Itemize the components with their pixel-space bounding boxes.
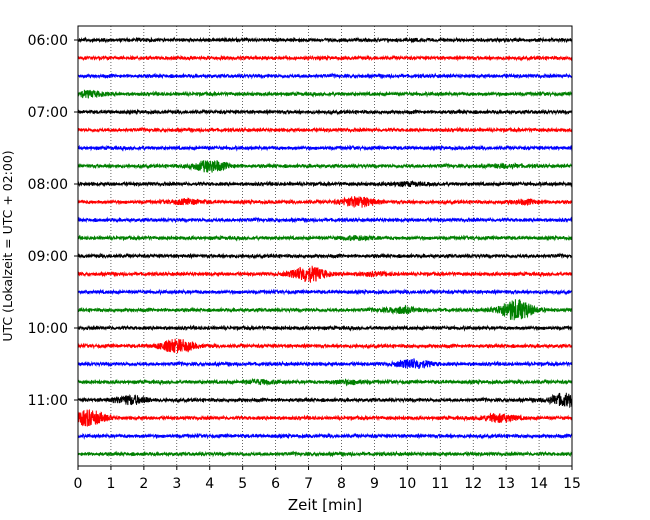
x-tick-label: 14 (530, 476, 548, 492)
trace-line (77, 324, 573, 332)
trace-line (77, 450, 573, 458)
trace-line (77, 338, 573, 354)
y-tick-label: 07:00 (28, 105, 68, 121)
x-tick-label: 8 (337, 476, 346, 492)
trace-line (77, 160, 573, 173)
trace-line (77, 196, 573, 208)
trace-line (77, 72, 573, 80)
y-tick-label: 11:00 (28, 393, 68, 409)
plot-border (77, 25, 573, 467)
x-tick-label: 2 (139, 476, 148, 492)
x-tick-label: 13 (497, 476, 515, 492)
x-tick-label: 3 (172, 476, 181, 492)
x-tick-label: 10 (398, 476, 416, 492)
y-tick-label: 06:00 (28, 33, 68, 49)
trace-line (77, 234, 573, 242)
x-tick-label: 7 (304, 476, 313, 492)
y-tick-label: 09:00 (28, 249, 68, 265)
trace-line (77, 299, 573, 321)
trace-line (77, 252, 573, 260)
y-axis-ticks: 06:00 07:00 08:00 09:00 10:00 11:00 (28, 33, 78, 409)
x-tick-label: 0 (74, 476, 83, 492)
trace-line (77, 358, 573, 370)
y-axis-label: UTC (Lokalzeit = UTC + 02:00) (0, 150, 15, 341)
trace-line (77, 89, 573, 99)
trace-line (77, 54, 573, 62)
x-tick-label: 11 (431, 476, 449, 492)
grid-lines (110, 26, 540, 466)
plot-frame (77, 25, 573, 467)
x-tick-label: 6 (271, 476, 280, 492)
trace-line (77, 126, 573, 134)
trace-line (77, 432, 573, 440)
y-tick-label: 10:00 (28, 321, 68, 337)
trace-line (77, 377, 573, 387)
trace-line (77, 180, 573, 188)
x-tick-label: 1 (106, 476, 115, 492)
x-tick-label: 5 (238, 476, 247, 492)
trace-line (77, 216, 573, 224)
trace-line (77, 288, 573, 296)
x-tick-label: 12 (464, 476, 482, 492)
y-tick-label: 08:00 (28, 177, 68, 193)
seismic-traces (77, 36, 573, 458)
x-tick-label: 9 (370, 476, 379, 492)
trace-line (77, 265, 573, 283)
trace-line (77, 408, 573, 428)
x-axis-label: Zeit [min] (288, 496, 362, 514)
trace-line (77, 108, 573, 116)
trace-line (77, 392, 573, 409)
x-tick-label: 15 (563, 476, 581, 492)
trace-line (77, 36, 573, 44)
trace-line (77, 144, 573, 152)
x-axis-ticks: 0 1 2 3 4 5 6 7 8 9 10 11 12 13 14 15 (74, 466, 581, 492)
x-tick-label: 4 (205, 476, 214, 492)
